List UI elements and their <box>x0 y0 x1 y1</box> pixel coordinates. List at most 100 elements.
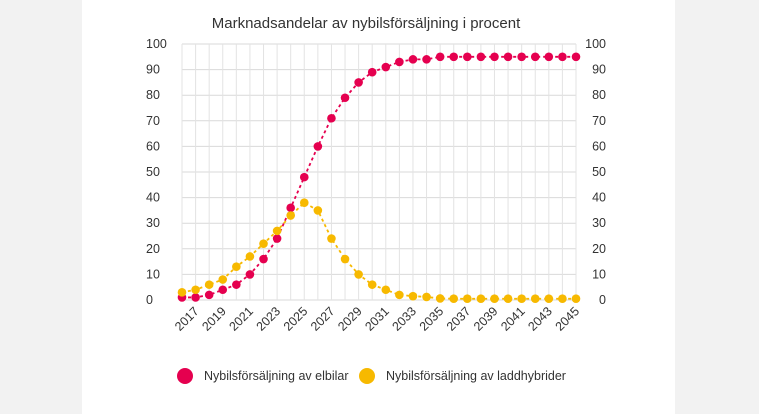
data-point <box>408 291 418 301</box>
data-point <box>177 288 187 297</box>
data-point <box>218 275 228 284</box>
data-point <box>476 52 486 62</box>
y-tick-label-left: 80 <box>146 88 160 102</box>
data-point <box>367 67 377 77</box>
data-point <box>544 52 554 62</box>
x-tick-label: 2035 <box>417 304 447 334</box>
x-tick-label: 2023 <box>254 304 284 334</box>
data-point <box>558 52 567 62</box>
data-point <box>517 52 526 62</box>
y-tick-label-right: 30 <box>592 216 606 230</box>
data-point <box>558 294 567 304</box>
grid <box>181 43 577 301</box>
data-point <box>571 52 581 62</box>
data-point <box>354 78 363 87</box>
data-point <box>299 198 309 208</box>
legend-marker <box>177 368 193 384</box>
y-tick-label-right: 70 <box>592 114 606 128</box>
data-point <box>463 52 472 62</box>
data-point <box>259 239 268 248</box>
data-point <box>313 206 323 215</box>
data-point <box>245 270 255 279</box>
y-tick-label-right: 0 <box>599 293 606 307</box>
data-point <box>272 226 282 236</box>
x-tick-label: 2019 <box>199 304 229 334</box>
data-point <box>327 234 336 243</box>
x-tick-label: 2039 <box>471 304 501 334</box>
data-point <box>476 294 486 304</box>
data-point <box>530 294 540 304</box>
data-point <box>490 52 499 62</box>
data-point <box>408 55 418 64</box>
series-line <box>182 55 576 299</box>
data-point <box>191 293 200 302</box>
x-tick-label: 2037 <box>444 304 474 334</box>
y-tick-label-right: 90 <box>592 63 606 77</box>
y-tick-label-left: 60 <box>146 139 160 153</box>
data-point <box>367 280 377 289</box>
series-1 <box>177 52 581 302</box>
data-point <box>517 294 526 304</box>
legend-label: Nybilsförsäljning av elbilar <box>204 369 349 383</box>
y-tick-label-left: 90 <box>146 63 160 77</box>
data-point <box>218 285 228 295</box>
x-tick-label: 2017 <box>172 304 202 334</box>
y-tick-label-left: 10 <box>146 267 160 281</box>
y-tick-label-right: 40 <box>592 191 606 205</box>
data-point <box>503 52 513 62</box>
data-point <box>435 52 445 62</box>
x-tick-label: 2021 <box>226 304 256 334</box>
data-point <box>204 280 214 289</box>
y-tick-label-right: 60 <box>592 139 606 153</box>
y-tick-label-right: 80 <box>592 88 606 102</box>
y-axis-left: 0 10 20 30 40 50 60 70 80 90 100 <box>146 37 167 307</box>
chart-card: Marknadsandelar av nybilsförsäljning i p… <box>82 0 675 414</box>
data-point <box>204 290 214 300</box>
data-point <box>449 294 459 304</box>
data-point <box>381 285 391 295</box>
x-axis: 2017201920212023202520272029203120332035… <box>172 304 582 334</box>
data-point <box>191 285 200 295</box>
y-tick-label-right: 20 <box>592 242 606 256</box>
data-point <box>395 57 404 67</box>
legend-marker <box>359 368 375 384</box>
series-layer <box>177 52 581 304</box>
x-tick-label: 2025 <box>281 304 311 334</box>
y-tick-label-left: 40 <box>146 191 160 205</box>
y-tick-label-left: 20 <box>146 242 160 256</box>
data-point <box>381 62 391 72</box>
data-point <box>395 290 404 300</box>
x-tick-label: 2043 <box>525 304 555 334</box>
data-point <box>232 280 241 289</box>
series-line <box>181 201 576 300</box>
x-tick-label: 2033 <box>390 304 420 334</box>
data-point <box>232 262 241 272</box>
data-point <box>449 52 459 62</box>
chart-title: Marknadsandelar av nybilsförsäljning i p… <box>212 15 521 32</box>
data-point <box>435 294 445 303</box>
line-chart: Marknadsandelar av nybilsförsäljning i p… <box>146 15 606 384</box>
y-axis-right: 0 10 20 30 40 50 60 70 80 90 100 <box>585 37 606 307</box>
data-point <box>259 254 268 264</box>
data-point <box>340 93 350 103</box>
data-point <box>286 203 295 213</box>
x-tick-label: 2029 <box>335 304 365 334</box>
data-point <box>530 52 540 62</box>
data-point <box>571 294 581 304</box>
data-point <box>327 113 336 123</box>
x-tick-label: 2031 <box>362 304 392 334</box>
series-2 <box>177 198 581 304</box>
data-point <box>503 294 513 304</box>
data-point <box>490 294 499 304</box>
x-tick-label: 2041 <box>498 304 528 334</box>
x-tick-label: 2045 <box>553 304 583 334</box>
data-point <box>463 294 472 304</box>
y-tick-label-left: 0 <box>146 293 153 307</box>
y-tick-label-right: 50 <box>592 165 606 179</box>
data-point <box>354 270 363 279</box>
y-tick-label-left: 70 <box>146 114 160 128</box>
y-tick-label-left: 50 <box>146 165 160 179</box>
data-point <box>272 234 282 243</box>
data-point <box>340 254 350 264</box>
data-point <box>299 172 309 182</box>
